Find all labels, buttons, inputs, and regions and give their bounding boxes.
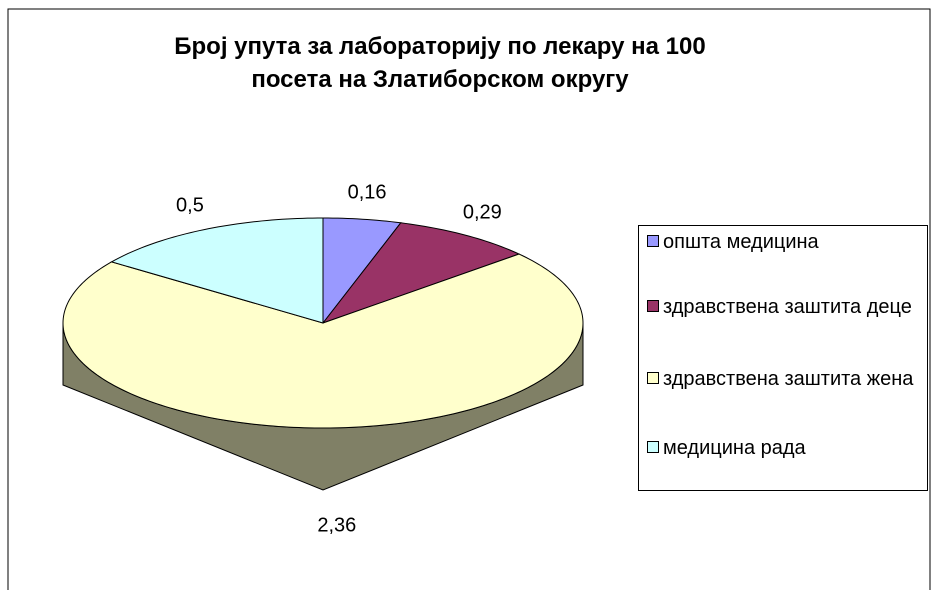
legend-item: општа медицина xyxy=(647,226,927,258)
data-label: 0,5 xyxy=(176,195,204,217)
data-label: 0,16 xyxy=(348,182,387,204)
chart-title: Број упута за лабораторију по лекару на … xyxy=(174,33,706,93)
legend-label: медицина рада xyxy=(663,437,806,459)
pie-slice xyxy=(110,217,324,324)
pie-slice xyxy=(321,222,521,325)
legend-label: општа медицина xyxy=(663,231,819,253)
legend-item: здравствена заштита жена xyxy=(647,363,927,395)
legend-item: медицина рада xyxy=(647,432,927,464)
legend-swatch xyxy=(647,372,659,384)
pie-slice xyxy=(322,217,402,325)
legend: општа медицина здравствена заштита деце зд… xyxy=(638,225,928,491)
data-label: 2,36 xyxy=(317,514,356,536)
legend-item: здравствена заштита деце xyxy=(647,291,927,323)
data-label: 0,29 xyxy=(463,201,502,223)
chart-frame xyxy=(7,8,931,590)
legend-label: здравствена заштита деце xyxy=(663,296,912,318)
pie-slice xyxy=(62,253,584,429)
legend-swatch xyxy=(647,235,659,247)
legend-swatch xyxy=(647,300,659,312)
legend-swatch xyxy=(647,441,659,453)
legend-label: здравствена заштита жена xyxy=(663,368,914,390)
